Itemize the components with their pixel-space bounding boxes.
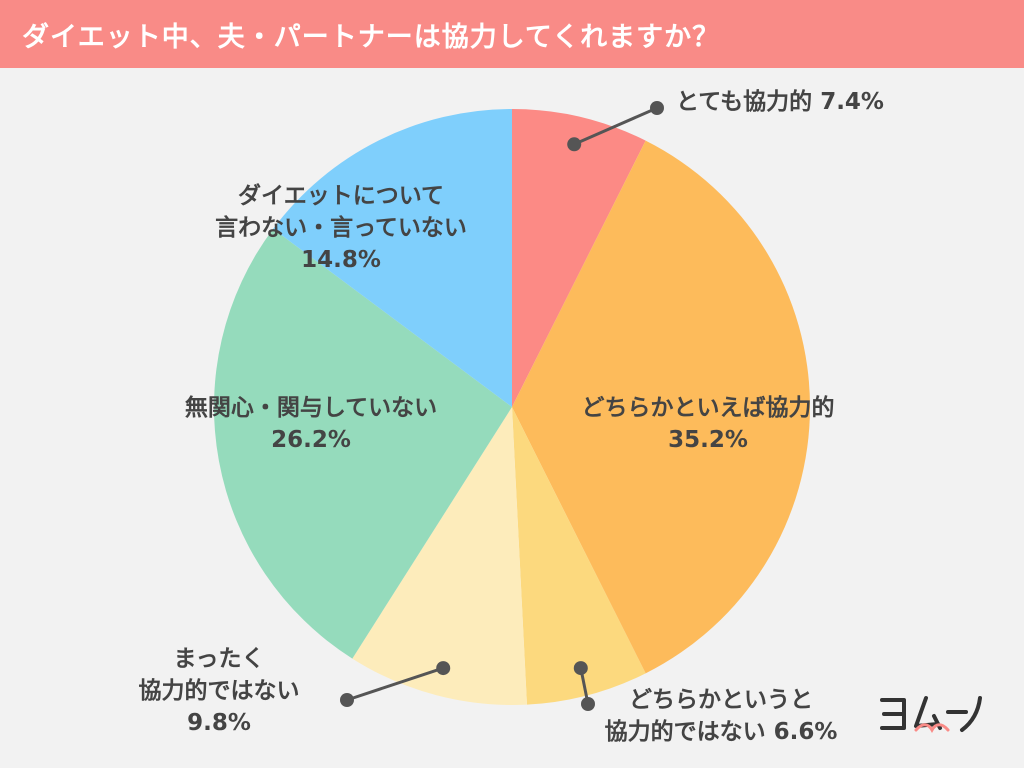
slice-label-name-2: 協力的ではない (138, 678, 300, 704)
slice-label-value: 35.2% (668, 427, 748, 453)
slice-label-not-cooperative: まったく 協力的ではない 9.8% (110, 643, 328, 739)
yomuno-logo (880, 696, 982, 734)
pie-slice-very-cooperative (512, 109, 646, 407)
slice-label-name: まったく (173, 646, 265, 672)
slice-label-name-2: 協力的ではない (604, 719, 766, 745)
slice-label-value: 9.8% (187, 710, 251, 736)
slice-label-name: どちらかといえば協力的 (581, 395, 835, 421)
slice-label-value: 6.6% (773, 719, 838, 745)
pie-slice-indifferent (213, 228, 512, 659)
leader-dot-not-cooperative-end (340, 693, 354, 707)
slice-label-indifferent: 無関心・関与していない 26.2% (146, 392, 476, 456)
slice-label-name: どちらかというと (629, 687, 813, 713)
leader-dot-very-cooperative-end (650, 101, 664, 115)
slice-label-somewhat-cooperative: どちらかといえば協力的 35.2% (548, 392, 868, 456)
slice-label-very-cooperative: とても協力的 7.4% (676, 86, 884, 118)
slice-label-name: ダイエットについて (237, 183, 445, 209)
leader-dot-very-cooperative-start (567, 137, 582, 152)
slice-label-name-2: 言わない・言っていない (215, 215, 467, 241)
leader-line-not-cooperative (346, 666, 444, 702)
slice-label-name: とても協力的 (676, 89, 813, 115)
leader-dot-somewhat-uncooperative-start (573, 661, 588, 676)
slice-label-name: 無関心・関与していない (184, 395, 438, 421)
pie-slice-not-cooperative (352, 407, 527, 705)
slice-label-value: 26.2% (271, 427, 351, 453)
slice-label-somewhat-uncooperative: どちらかというと 協力的ではない 6.6% (590, 684, 852, 748)
leader-dot-somewhat-uncooperative-end (581, 697, 595, 711)
slice-label-not-told: ダイエットについて 言わない・言っていない 14.8% (182, 180, 500, 276)
leader-dot-not-cooperative-start (436, 661, 451, 676)
leader-line-very-cooperative (573, 106, 658, 146)
pie-slice-not-told (273, 109, 512, 407)
pie-slice-somewhat-uncooperative (512, 407, 646, 705)
page-title: ダイエット中、夫・パートナーは協力してくれますか？ (22, 21, 721, 53)
slice-label-value: 14.8% (301, 247, 381, 273)
pie-slice-somewhat-cooperative (512, 140, 811, 674)
slice-label-value: 7.4% (820, 89, 884, 115)
header-bar: ダイエット中、夫・パートナーは協力してくれますか？ (0, 0, 1024, 68)
